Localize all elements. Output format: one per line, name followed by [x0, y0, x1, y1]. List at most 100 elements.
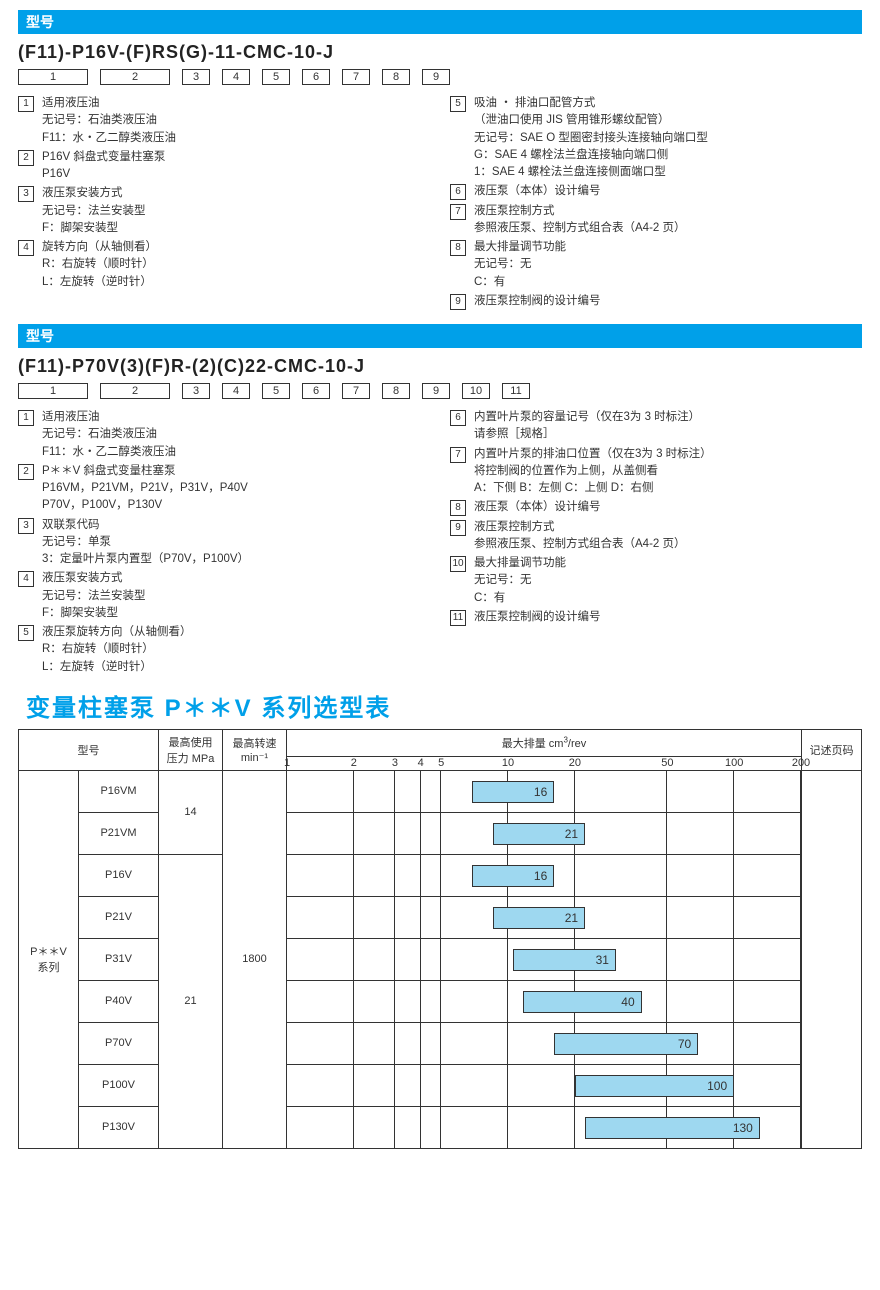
displacement-bar: 16 [472, 781, 554, 803]
bar-cell: 130 [287, 1106, 802, 1148]
desc-line: F：脚架安装型 [42, 220, 430, 237]
section1-left-col: 1适用液压油无记号：石油类液压油F11：水・乙二醇类液压油2P16V 斜盘式变量… [18, 95, 430, 312]
desc-item-10: 10最大排量调节功能无记号：无C：有 [450, 555, 862, 607]
position-4: 4 [222, 383, 250, 399]
table-row: P21VM21 [19, 812, 862, 854]
displacement-bar: 16 [472, 865, 554, 887]
section1-header: 型号 [18, 10, 862, 34]
desc-line: P16V 斜盘式变量柱塞泵 [42, 149, 430, 166]
desc-line: 双联泵代码 [42, 517, 430, 534]
desc-line: 液压泵（本体）设计编号 [474, 499, 862, 516]
num-box: 8 [450, 240, 466, 256]
desc-line: P16VM，P21VM，P21V，P31V，P40V [42, 480, 430, 497]
desc-line: 液压泵安装方式 [42, 570, 430, 587]
position-9: 9 [422, 383, 450, 399]
position-4: 4 [222, 69, 250, 85]
desc-item-1: 1适用液压油无记号：石油类液压油F11：水・乙二醇类液压油 [18, 409, 430, 461]
desc-line: 旋转方向（从轴侧看） [42, 239, 430, 256]
bar-cell: 40 [287, 980, 802, 1022]
desc-line: P＊＊V 斜盘式变量柱塞泵 [42, 463, 430, 480]
position-2: 2 [100, 69, 170, 85]
desc-line: 液压泵控制方式 [474, 203, 862, 220]
desc-line: 无记号：SAE O 型圈密封接头连接轴向端口型 [474, 130, 862, 147]
num-box: 1 [18, 96, 34, 112]
desc-line: A：下侧 B：左侧 C：上侧 D：右侧 [474, 480, 862, 497]
desc-line: L：左旋转（逆时针） [42, 659, 430, 676]
pressure-cell: 14 [159, 770, 223, 854]
pressure-cell: 21 [159, 854, 223, 1148]
position-8: 8 [382, 69, 410, 85]
tick-label: 1 [284, 757, 290, 769]
desc-line: 无记号：法兰安装型 [42, 203, 430, 220]
position-9: 9 [422, 69, 450, 85]
position-1: 1 [18, 383, 88, 399]
table-row: P31V31 [19, 938, 862, 980]
series-cell: P＊＊V系列 [19, 770, 79, 1148]
table-title: 变量柱塞泵 P＊＊V 系列选型表 [26, 688, 862, 723]
desc-item-3: 3双联泵代码无记号：单泵3：定量叶片泵内置型（P70V，P100V） [18, 517, 430, 569]
num-box: 9 [450, 294, 466, 310]
model-cell: P130V [79, 1106, 159, 1148]
th-page: 记述页码 [802, 729, 862, 770]
desc-line: 最大排量调节功能 [474, 239, 862, 256]
selection-table: 型号 最高使用压力 MPa 最高转速min⁻¹ 最大排量 cm3/rev 记述页… [18, 729, 862, 1149]
tick-label: 100 [725, 757, 743, 769]
desc-item-4: 4旋转方向（从轴侧看）R：右旋转（顺时针）L：左旋转（逆时针） [18, 239, 430, 291]
num-box: 11 [450, 610, 466, 626]
position-7: 7 [342, 69, 370, 85]
desc-item-8: 8液压泵（本体）设计编号 [450, 499, 862, 516]
tick-label: 5 [438, 757, 444, 769]
desc-line: 无记号：法兰安装型 [42, 588, 430, 605]
model-cell: P16VM [79, 770, 159, 812]
bar-cell: 21 [287, 896, 802, 938]
num-box: 3 [18, 518, 34, 534]
desc-line: F11：水・乙二醇类液压油 [42, 130, 430, 147]
speed-cell: 1800 [223, 770, 287, 1148]
desc-line: 将控制阀的位置作为上侧，从盖侧看 [474, 463, 862, 480]
desc-line: 无记号：单泵 [42, 534, 430, 551]
desc-line: 1：SAE 4 螺栓法兰盘连接侧面端口型 [474, 164, 862, 181]
desc-line: （泄油口使用 JIS 管用锥形螺纹配管） [474, 112, 862, 129]
desc-item-5: 5吸油 ・ 排油口配管方式（泄油口使用 JIS 管用锥形螺纹配管）无记号：SAE… [450, 95, 862, 181]
table-row: P21V 21 [19, 896, 862, 938]
bar-cell: 21 [287, 812, 802, 854]
desc-item-11: 11液压泵控制阀的设计编号 [450, 609, 862, 626]
desc-line: 适用液压油 [42, 95, 430, 112]
desc-line: 液压泵控制阀的设计编号 [474, 293, 862, 310]
model-cell: P16V [79, 854, 159, 896]
table-row: P＊＊V系列P16VM14180016 [19, 770, 862, 812]
table-row: P100V100 [19, 1064, 862, 1106]
desc-item-9: 9 液压泵控制阀的设计编号 [450, 293, 862, 310]
displacement-bar: 70 [554, 1033, 698, 1055]
desc-line: 无记号：石油类液压油 [42, 426, 430, 443]
page-cell [802, 770, 862, 1148]
num-box: 2 [18, 150, 34, 166]
model-cell: P31V [79, 938, 159, 980]
section2-positions: 1234567891011 [18, 383, 862, 399]
num-box: 6 [450, 184, 466, 200]
position-8: 8 [382, 383, 410, 399]
position-11: 11 [502, 383, 530, 399]
position-7: 7 [342, 383, 370, 399]
num-box: 4 [18, 571, 34, 587]
desc-item-7: 7内置叶片泵的排油口位置（仅在3为 3 时标注）将控制阀的位置作为上侧，从盖侧看… [450, 446, 862, 498]
desc-line: 适用液压油 [42, 409, 430, 426]
tick-label: 200 [792, 757, 810, 769]
desc-line: 无记号：无 [474, 572, 862, 589]
displacement-bar: 21 [493, 823, 586, 845]
num-box: 2 [18, 464, 34, 480]
model-cell: P21V [79, 896, 159, 938]
position-6: 6 [302, 69, 330, 85]
desc-item-3: 3液压泵安装方式无记号：法兰安装型F：脚架安装型 [18, 185, 430, 237]
desc-line: P16V [42, 166, 430, 183]
num-box: 10 [450, 556, 466, 572]
displacement-bar: 100 [575, 1075, 734, 1097]
desc-line: R：右旋转（顺时针） [42, 641, 430, 658]
bar-cell: 16 [287, 854, 802, 896]
tick-row: 12345102050100200 [287, 756, 802, 770]
desc-line: 最大排量调节功能 [474, 555, 862, 572]
num-box: 1 [18, 410, 34, 426]
desc-line: 内置叶片泵的容量记号（仅在3为 3 时标注） [474, 409, 862, 426]
desc-item-6: 6内置叶片泵的容量记号（仅在3为 3 时标注）请参照［规格］ [450, 409, 862, 444]
desc-line: C：有 [474, 274, 862, 291]
